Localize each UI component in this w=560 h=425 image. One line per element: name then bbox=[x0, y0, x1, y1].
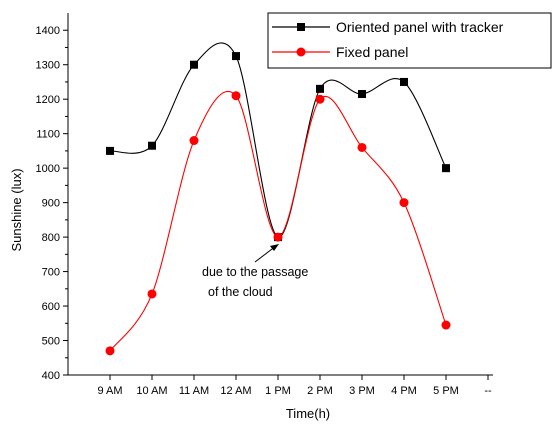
legend-marker-fixed bbox=[296, 47, 306, 57]
data-point bbox=[273, 232, 283, 242]
legend: Oriented panel with tracker Fixed panel bbox=[267, 12, 552, 69]
series-fixed bbox=[105, 90, 451, 356]
x-tick-label: 9 AM bbox=[97, 385, 122, 397]
legend-marker-tracker bbox=[297, 23, 305, 31]
y-tick-label: 700 bbox=[42, 267, 60, 279]
data-point bbox=[231, 91, 241, 101]
data-point bbox=[441, 320, 451, 330]
y-tick-label: 900 bbox=[42, 198, 60, 210]
y-tick-label: 400 bbox=[42, 370, 60, 382]
data-point bbox=[400, 77, 408, 86]
x-tick-label: 11 AM bbox=[179, 385, 209, 397]
data-point bbox=[106, 146, 114, 155]
data-point bbox=[105, 346, 115, 356]
x-tick-label: 10 AM bbox=[136, 385, 167, 397]
y-tick-label: 800 bbox=[42, 232, 60, 244]
x-tick-label: 1 PM bbox=[265, 385, 291, 397]
data-point bbox=[316, 84, 324, 93]
x-tick-label: 3 PM bbox=[349, 385, 375, 397]
series-layer bbox=[105, 42, 451, 356]
y-axis-label: Sunshine (lux) bbox=[9, 168, 24, 251]
series-line bbox=[109, 90, 447, 352]
legend-label-tracker: Oriented panel with tracker bbox=[336, 19, 504, 35]
data-point bbox=[399, 198, 409, 208]
x-tick-label: 4 PM bbox=[391, 385, 417, 397]
y-tick-label: 1100 bbox=[36, 129, 60, 141]
x-tick-label: 2 PM bbox=[307, 385, 333, 397]
x-tick-label: -- bbox=[484, 385, 492, 397]
data-point bbox=[189, 136, 199, 146]
legend-label-fixed: Fixed panel bbox=[336, 44, 408, 60]
y-tick-label: 1200 bbox=[36, 94, 60, 106]
y-tick-label: 600 bbox=[42, 301, 60, 313]
x-tick-label: 5 PM bbox=[433, 385, 459, 397]
series-tracker bbox=[106, 42, 450, 242]
cloud-annotation: due to the passage of the cloud bbox=[202, 244, 308, 299]
annotation-line-1: due to the passage bbox=[202, 265, 308, 279]
y-tick-label: 1400 bbox=[36, 25, 60, 37]
y-tick-label: 1300 bbox=[36, 60, 60, 72]
annotation-line-2: of the cloud bbox=[208, 285, 273, 299]
x-tick-label: 12 AM bbox=[220, 385, 251, 397]
data-point bbox=[358, 90, 366, 99]
data-point bbox=[190, 60, 198, 69]
x-axis-label: Time(h) bbox=[286, 406, 330, 421]
y-axis-ticks: 400 500 600 700 800 900 1000 1100 1200 1300 1400 bbox=[36, 25, 68, 382]
series-line bbox=[109, 42, 447, 238]
data-point bbox=[315, 94, 325, 104]
data-point bbox=[147, 289, 157, 299]
y-tick-label: 1000 bbox=[36, 163, 60, 175]
data-point bbox=[442, 164, 450, 173]
data-point bbox=[148, 141, 156, 150]
data-point bbox=[232, 52, 240, 61]
y-tick-label: 500 bbox=[42, 336, 60, 348]
legend-box bbox=[267, 12, 552, 69]
x-axis-ticks: 9 AM 10 AM 11 AM 12 AM 1 PM 2 PM 3 PM 4 PM 5 PM -… bbox=[97, 375, 492, 397]
data-point bbox=[357, 142, 367, 152]
axes bbox=[67, 13, 493, 376]
annotation-arrowhead bbox=[270, 244, 279, 251]
